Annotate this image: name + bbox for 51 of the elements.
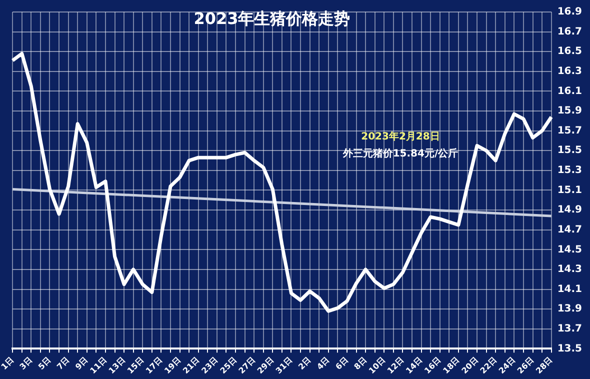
x-tick-label: 25日 [218, 356, 238, 376]
x-tick-label: 20日 [460, 356, 480, 376]
y-tick-label: 15.7 [557, 125, 582, 136]
y-tick-label: 14.9 [557, 204, 582, 216]
y-tick-label: 13.7 [557, 323, 582, 334]
x-tick-label: 26日 [516, 356, 536, 376]
x-tick-label: 5日 [36, 356, 53, 372]
y-tick-label: 13.9 [557, 304, 582, 315]
x-tick-label: 31日 [274, 356, 294, 376]
y-tick-label: 15.9 [557, 106, 582, 117]
x-tick-label: 29日 [256, 356, 276, 376]
y-tick-label: 15.3 [557, 165, 582, 176]
annotation: 2023年2月28日 [361, 130, 440, 143]
annotation: 外三元猪价15.84元/公斤 [342, 148, 458, 160]
y-tick-label: 15.1 [557, 184, 582, 196]
x-tick-label: 28日 [534, 356, 554, 376]
x-tick-label: 8日 [352, 356, 368, 372]
y-tick-label: 16.7 [557, 26, 582, 38]
y-tick-label: 15.5 [557, 145, 582, 156]
x-tick-label: 23日 [200, 356, 220, 376]
x-tick-label: 2日 [296, 356, 313, 372]
y-tick-label: 14.1 [557, 284, 582, 295]
x-tick-label: 13日 [107, 356, 127, 376]
x-tick-label: 21日 [181, 356, 202, 376]
y-tick-label: 16.5 [557, 46, 582, 58]
x-tick-label: 27日 [237, 356, 257, 376]
x-tick-label: 16日 [422, 356, 443, 376]
x-tick-label: 24日 [497, 356, 518, 376]
x-tick-label: 19日 [162, 356, 183, 376]
x-tick-label: 9日 [74, 356, 90, 372]
x-tick-label: 15日 [126, 356, 146, 376]
x-tick-label: 1日 [0, 356, 16, 372]
y-tick-label: 14.5 [557, 244, 582, 256]
y-tick-label: 16.1 [557, 86, 582, 97]
x-tick-label: 7日 [55, 356, 72, 372]
y-tick-label: 13.5 [557, 343, 582, 354]
x-tick-label: 22日 [478, 356, 498, 376]
x-tick-label: 18日 [441, 356, 462, 376]
y-tick-label: 16.9 [557, 6, 582, 18]
x-tick-label: 12日 [386, 356, 406, 376]
x-tick-label: 6日 [334, 356, 350, 372]
x-tick-label: 10日 [367, 356, 388, 376]
y-tick-label: 16.3 [557, 66, 582, 78]
y-tick-label: 14.7 [557, 224, 582, 236]
x-tick-label: 11日 [88, 356, 108, 376]
y-tick-label: 14.3 [557, 264, 582, 276]
x-tick-label: 4日 [315, 356, 332, 372]
x-tick-label: 14日 [404, 356, 424, 376]
x-tick-label: 17日 [144, 356, 164, 376]
chart-title: 2023年生猪价格走势 [194, 9, 350, 28]
x-tick-label: 3日 [18, 356, 34, 372]
